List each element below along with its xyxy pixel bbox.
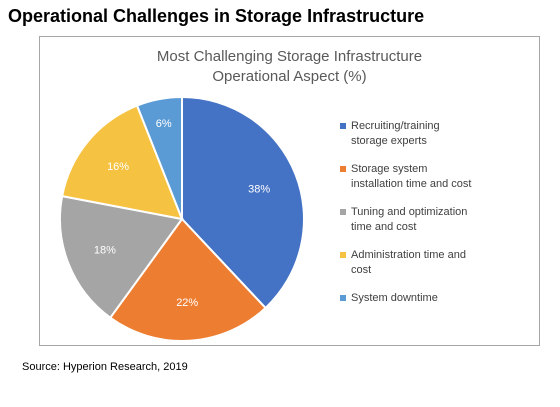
pie-chart: 38% 22% 18% 16% 6% (59, 95, 305, 342)
slice-data-label: 16% (107, 161, 129, 173)
pie-slice (59, 194, 184, 320)
chart-frame: Most Challenging Storage Infrastructure … (39, 36, 540, 346)
legend-swatch (340, 166, 346, 172)
pie-slice (60, 104, 184, 221)
legend-swatch (340, 295, 346, 301)
legend-item: Tuning and optimization time and cost (340, 205, 535, 235)
legend-label: Tuning and optimization (351, 206, 468, 218)
page-heading: Operational Challenges in Storage Infras… (8, 6, 425, 26)
legend-item: Recruiting/training storage experts (340, 119, 535, 149)
chart-title-line-1: Most Challenging Storage Infrastructure (156, 48, 423, 65)
legend-item: System downtime (340, 291, 535, 306)
legend-label: cost (351, 264, 372, 276)
chart-legend: Recruiting/training storage experts Storag… (340, 119, 535, 319)
chart-title-line-2: Operational Aspect (%) (212, 68, 367, 85)
legend-item: Storage system installation time and cost (340, 162, 535, 192)
slice-data-label: 22% (176, 297, 198, 309)
chart-title: Most Challenging Storage Infrastructure … (40, 47, 539, 87)
legend-swatch (340, 123, 346, 129)
source-note: Source: Hyperion Research, 2019 (22, 361, 188, 373)
slice-data-label: 18% (94, 245, 116, 257)
legend-label: time and cost (351, 221, 417, 233)
legend-label: System downtime (351, 292, 438, 304)
pie-slice (181, 95, 305, 310)
legend-label: storage experts (351, 135, 427, 147)
pie-slice (135, 95, 183, 220)
legend-item: Administration time and cost (340, 248, 535, 278)
legend-swatch (340, 252, 346, 258)
slice-data-label: 6% (156, 118, 172, 130)
slice-data-label: 38% (248, 183, 270, 195)
legend-label: installation time and cost (351, 178, 472, 190)
legend-swatch (340, 209, 346, 215)
pie-slice (108, 217, 267, 342)
legend-label: Storage system (351, 163, 428, 175)
legend-label: Administration time and (351, 249, 466, 261)
legend-label: Recruiting/training (351, 120, 440, 132)
